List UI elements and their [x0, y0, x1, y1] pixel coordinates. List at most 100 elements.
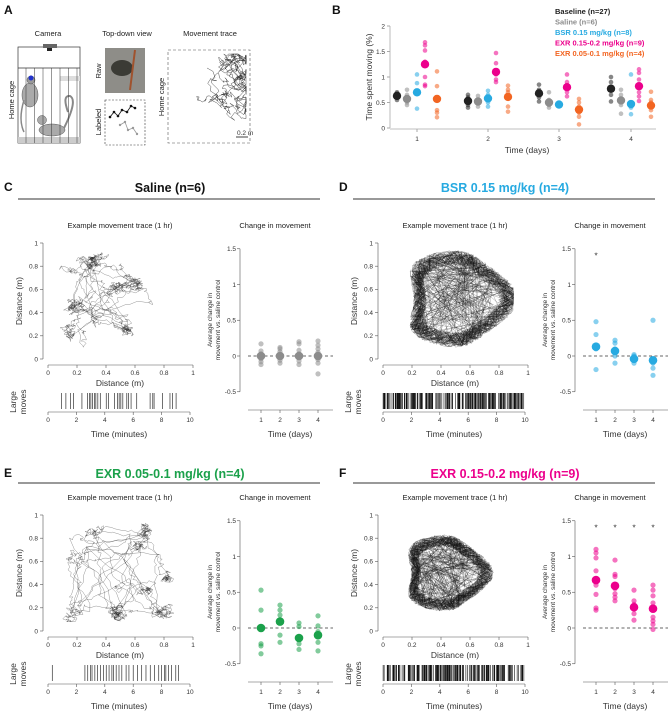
data-point — [493, 50, 499, 56]
mean-point — [503, 92, 513, 102]
data-point — [593, 555, 599, 561]
data-point — [564, 72, 570, 77]
legend-entry: EXR 0.15-0.2 mg/kg (n=9) — [555, 39, 645, 48]
data-point — [650, 618, 656, 624]
data-point — [593, 550, 599, 556]
raster-x-tick-label: 6 — [131, 689, 135, 696]
trace-x-tick-label: 0.2 — [72, 642, 81, 649]
raster-x-tick-label: 8 — [160, 417, 164, 424]
trace-x-label: Distance (m) — [431, 650, 479, 660]
mean-point — [402, 94, 412, 104]
change-y-tick-label: 1 — [232, 554, 236, 561]
data-point — [404, 87, 410, 93]
trace-x-tick-label: 0.2 — [72, 370, 81, 377]
data-point — [414, 72, 420, 77]
mean-point — [392, 91, 402, 101]
trace-x-tick-label: 0.6 — [130, 370, 139, 377]
data-point — [493, 77, 499, 82]
data-point — [618, 92, 624, 98]
data-point — [576, 122, 582, 127]
data-point — [636, 98, 642, 104]
trace-home-cage-label: Home cage — [157, 78, 166, 116]
data-point — [636, 90, 642, 95]
data-point — [648, 97, 654, 103]
change-y-tick-label: 1.5 — [227, 246, 236, 253]
trace-subtitle: Example movement trace (1 hr) — [67, 493, 173, 502]
data-point — [618, 111, 624, 117]
change-y-label: movement vs. saline control — [215, 279, 222, 360]
change-y-tick-label: 1.5 — [562, 246, 571, 253]
trace-x-tick-label: 0 — [46, 370, 50, 377]
mean-point — [256, 351, 266, 361]
keypoint — [108, 115, 112, 119]
mean-point — [483, 94, 493, 103]
data-point — [636, 70, 642, 76]
data-point — [546, 90, 552, 95]
home-cage-illustration — [17, 44, 81, 144]
change-x-tick-label: 2 — [278, 417, 282, 424]
raster-x-tick-label: 10 — [521, 689, 529, 696]
scale-bar-label: 0.2 m — [237, 130, 253, 137]
data-point — [493, 60, 499, 66]
trace-x-tick-label: 0.8 — [494, 370, 503, 377]
data-point — [434, 83, 440, 89]
keypoint — [129, 104, 133, 108]
home-cage-label: Home cage — [7, 81, 16, 119]
keypoint — [131, 126, 135, 130]
y-tick-label: 0.5 — [376, 100, 385, 107]
panel-c: C Saline (n=6) Example movement trace (1 h… — [4, 180, 333, 439]
mean-point — [313, 630, 323, 640]
data-point — [612, 598, 618, 604]
data-point — [636, 94, 642, 99]
data-point — [631, 587, 637, 593]
change-x-tick-label: 3 — [297, 689, 301, 696]
data-point — [628, 72, 634, 77]
raster-x-tick-label: 8 — [495, 689, 499, 696]
change-subtitle: Change in movement — [574, 221, 646, 230]
data-point — [593, 366, 599, 373]
significance-star: * — [594, 522, 598, 532]
panel-f: F EXR 0.15-0.2 mg/kg (n=9) Example movemen… — [339, 466, 668, 711]
data-point — [648, 114, 654, 120]
mean-point — [648, 604, 658, 613]
mean-point — [610, 346, 620, 356]
data-point — [650, 593, 656, 599]
skeleton-gray — [119, 121, 138, 135]
data-point — [315, 648, 321, 654]
change-x-tick-label: 1 — [259, 689, 263, 696]
movement-trace-box — [167, 49, 251, 144]
mean-point — [629, 354, 639, 364]
raster-x-tick-label: 4 — [438, 417, 442, 424]
change-y-label: movement vs. saline control — [550, 279, 557, 360]
x-tick-label: 4 — [629, 136, 633, 143]
data-point — [593, 319, 599, 325]
change-y-tick-label: 0.5 — [562, 590, 571, 597]
keypoint — [126, 128, 130, 132]
data-point — [315, 613, 321, 619]
mean-point — [591, 342, 601, 352]
monkey-upper-icon — [21, 82, 39, 108]
data-point — [315, 623, 321, 629]
trace-x-tick-label: 1 — [191, 642, 195, 649]
significance-star: * — [651, 522, 655, 532]
trace-y-tick-label: 0 — [34, 628, 38, 635]
data-point — [631, 611, 637, 617]
raster-x-label: Time (minutes) — [91, 701, 148, 711]
change-x-tick-label: 2 — [278, 689, 282, 696]
head-marker-icon — [28, 75, 34, 81]
data-point — [650, 372, 656, 378]
legend-entry: Baseline (n=27) — [555, 7, 611, 16]
change-x-tick-label: 1 — [259, 417, 263, 424]
labeled-box — [104, 99, 146, 146]
data-point — [485, 104, 491, 109]
mean-point — [463, 96, 473, 106]
camera-icon — [43, 44, 57, 48]
x-tick-label: 3 — [557, 136, 561, 143]
significance-star: * — [594, 250, 598, 260]
change-y-label: Average change in — [542, 565, 549, 619]
raster-y-label: moves — [18, 389, 28, 414]
trace-y-label: Distance (m) — [14, 549, 24, 597]
panel-label-a: A — [4, 3, 13, 17]
data-point — [315, 342, 321, 348]
raw-label: Raw — [94, 63, 103, 79]
